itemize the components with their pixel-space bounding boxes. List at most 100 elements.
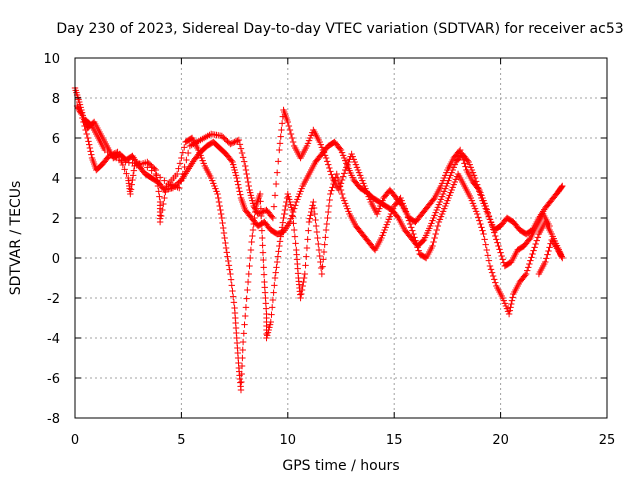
data-point [456, 146, 464, 154]
data-point [260, 271, 268, 278]
data-point [224, 138, 231, 145]
data-point [75, 105, 82, 112]
data-point [247, 192, 255, 199]
data-point [144, 164, 151, 171]
data-point [235, 184, 243, 192]
data-point [544, 251, 551, 258]
data-point [545, 247, 552, 255]
data-point [441, 188, 448, 195]
data-point [325, 202, 333, 210]
data-point [246, 186, 253, 194]
data-point [127, 190, 134, 198]
data-point [450, 181, 457, 188]
data-point [177, 177, 185, 185]
data-point [433, 226, 440, 234]
data-point [316, 252, 323, 260]
data-point [209, 177, 216, 184]
data-point [86, 144, 94, 152]
data-point [326, 164, 333, 172]
data-point [179, 170, 187, 178]
data-point [222, 239, 229, 247]
data-point [218, 132, 226, 140]
data-point [319, 146, 327, 154]
data-point [259, 234, 266, 242]
data-point [81, 122, 88, 130]
data-point [548, 236, 555, 244]
data-point [379, 232, 386, 239]
data-point [306, 134, 314, 142]
data-point [234, 137, 241, 144]
x-tick-label: 10 [280, 433, 297, 448]
data-point [154, 182, 162, 190]
data-point [493, 236, 500, 243]
data-point [499, 294, 506, 302]
data-point [162, 188, 169, 196]
data-point [345, 208, 352, 215]
data-point [184, 149, 192, 157]
data-point [470, 172, 478, 179]
data-point [276, 140, 284, 147]
data-point [273, 169, 281, 176]
data-point [237, 145, 245, 152]
data-point [436, 198, 444, 206]
data-point [451, 161, 459, 168]
data-point [352, 161, 360, 168]
data-point [232, 172, 240, 179]
data-point [348, 150, 355, 158]
data-point [181, 163, 188, 171]
data-point [264, 332, 271, 339]
data-point [148, 167, 155, 174]
data-point [467, 164, 475, 171]
data-point [319, 263, 326, 270]
data-point [531, 244, 538, 251]
data-point [242, 162, 249, 170]
data-point [224, 253, 231, 260]
data-point [293, 198, 300, 206]
y-tick-label: -6 [47, 372, 60, 387]
data-point [286, 198, 294, 206]
data-point [251, 205, 259, 212]
data-point [288, 206, 296, 214]
data-point [228, 140, 235, 147]
data-point [502, 302, 510, 310]
data-point [505, 310, 513, 318]
data-point [476, 186, 483, 194]
data-point [317, 264, 325, 272]
data-point [441, 205, 448, 212]
data-point [235, 136, 243, 144]
data-point [220, 229, 228, 237]
data-point [438, 180, 446, 187]
data-point [84, 134, 91, 142]
data-point [508, 300, 515, 308]
data-point [383, 221, 390, 228]
x-axis-label: GPS time / hours [282, 458, 399, 474]
data-point [297, 188, 304, 195]
data-point [481, 200, 488, 207]
data-point [412, 237, 419, 244]
data-point [149, 164, 157, 171]
data-point [473, 210, 481, 218]
data-point [324, 214, 331, 222]
data-point [385, 216, 393, 223]
data-point [377, 202, 384, 210]
data-point [234, 178, 241, 185]
data-point [121, 166, 128, 173]
data-point [248, 238, 255, 246]
data-point [303, 253, 310, 260]
data-point [491, 276, 498, 283]
data-point [558, 183, 565, 191]
data-point [305, 137, 313, 144]
data-point [220, 134, 227, 141]
data-point [488, 222, 496, 230]
data-point [350, 156, 357, 163]
data-point [271, 192, 279, 199]
data-point [321, 241, 328, 248]
data-point [484, 209, 492, 216]
data-point [483, 246, 490, 254]
data-point [327, 190, 334, 198]
data-point [272, 180, 280, 188]
data-point [231, 138, 238, 146]
data-point [244, 278, 252, 286]
data-point [434, 204, 442, 211]
data-point [268, 213, 276, 220]
